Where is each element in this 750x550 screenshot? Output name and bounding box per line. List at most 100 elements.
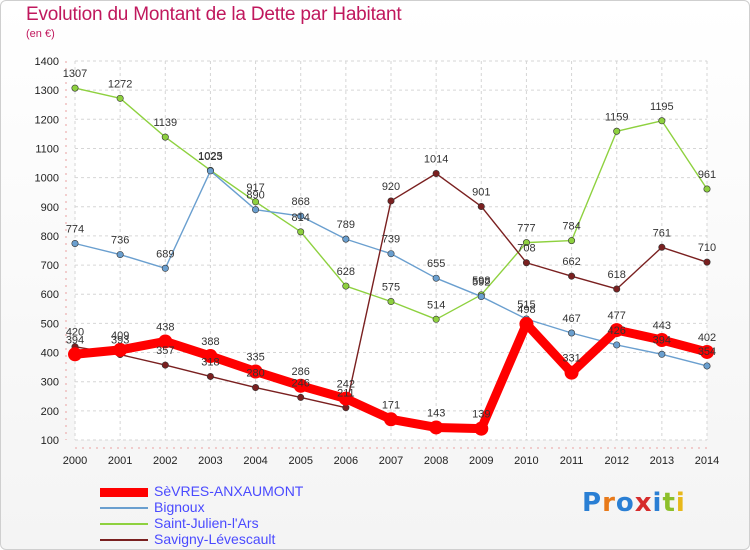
data-point — [522, 239, 530, 247]
data-point — [203, 349, 218, 364]
data-label: 1014 — [424, 154, 448, 166]
data-label: 443 — [653, 320, 671, 332]
data-label: 917 — [246, 182, 264, 194]
x-tick-label: 2000 — [63, 455, 87, 467]
logo-letter: i — [652, 488, 663, 518]
y-tick-label: 1200 — [35, 114, 59, 126]
data-point — [613, 341, 621, 349]
data-label: 1159 — [605, 111, 629, 123]
data-point — [158, 334, 173, 349]
data-point — [387, 298, 395, 306]
data-point — [700, 344, 714, 359]
data-label: 774 — [66, 224, 84, 236]
data-point — [248, 364, 263, 379]
data-point — [252, 384, 260, 392]
data-label: 662 — [562, 256, 580, 268]
data-label: 402 — [698, 332, 716, 344]
y-tick-label: 700 — [41, 260, 59, 272]
data-label: 777 — [517, 223, 535, 235]
x-tick-label: 2007 — [379, 455, 403, 467]
data-point — [297, 393, 305, 401]
data-label: 514 — [427, 299, 445, 311]
y-tick-label: 200 — [41, 406, 59, 418]
data-label: 394 — [66, 334, 84, 346]
data-label: 1307 — [63, 68, 87, 80]
data-point — [613, 127, 621, 135]
y-tick-label: 1400 — [35, 56, 59, 68]
x-tick-label: 2014 — [695, 455, 719, 467]
data-label: 618 — [608, 269, 626, 281]
data-point — [568, 329, 576, 337]
x-tick-label: 2008 — [424, 455, 448, 467]
x-tick-label: 2013 — [650, 455, 674, 467]
x-tick-label: 2001 — [108, 455, 132, 467]
data-point — [519, 316, 534, 331]
data-point — [71, 84, 79, 92]
data-point — [297, 212, 305, 220]
data-label: 467 — [562, 313, 580, 325]
y-tick-label: 800 — [41, 231, 59, 243]
x-tick-label: 2010 — [514, 455, 538, 467]
data-point — [477, 202, 485, 210]
data-label: 1023 — [198, 151, 222, 163]
data-label: 426 — [608, 325, 626, 337]
data-label: 1272 — [108, 78, 132, 90]
data-label: 901 — [472, 186, 490, 198]
data-point — [161, 361, 169, 369]
data-label: 318 — [201, 356, 219, 368]
data-point — [116, 94, 124, 102]
data-label: 388 — [201, 336, 219, 348]
data-point — [703, 185, 711, 193]
data-point — [432, 274, 440, 282]
data-label: 814 — [292, 212, 310, 224]
x-tick-label: 2011 — [560, 455, 584, 467]
data-label: 331 — [562, 353, 580, 365]
data-label: 515 — [517, 299, 535, 311]
legend-swatch-sevres — [100, 488, 148, 497]
data-point — [432, 170, 440, 178]
data-label: 211 — [337, 388, 355, 400]
data-point — [474, 421, 489, 436]
data-point — [658, 350, 666, 358]
data-label: 171 — [382, 399, 400, 411]
data-point — [206, 167, 214, 175]
data-label: 1195 — [650, 101, 674, 113]
data-label: 335 — [246, 351, 264, 363]
y-tick-label: 600 — [41, 289, 59, 301]
data-label: 739 — [382, 234, 400, 246]
data-label: 628 — [337, 266, 355, 278]
data-label: 438 — [156, 321, 174, 333]
data-label: 736 — [111, 235, 129, 247]
data-point — [252, 198, 260, 206]
data-label: 393 — [111, 335, 129, 347]
data-label: 1025 — [198, 150, 222, 162]
data-point — [658, 243, 666, 251]
data-point — [252, 206, 260, 214]
x-tick-label: 2009 — [469, 455, 493, 467]
y-tick-label: 1000 — [35, 173, 59, 185]
data-point — [116, 251, 124, 259]
data-label: 961 — [698, 169, 716, 181]
legend-swatch-saint-julien — [100, 523, 148, 525]
data-label: 575 — [382, 282, 400, 294]
data-point — [338, 391, 353, 406]
data-label: 242 — [337, 379, 355, 391]
data-point — [522, 259, 530, 267]
data-label: 655 — [427, 258, 445, 270]
data-label: 890 — [246, 190, 264, 202]
legend-label-saint-julien: Saint-Julien-l'Ars — [154, 515, 259, 531]
data-point — [568, 237, 576, 245]
data-point — [609, 323, 624, 338]
data-point — [429, 420, 444, 435]
data-point — [654, 333, 669, 348]
data-label: 708 — [517, 243, 535, 255]
data-label: 789 — [337, 219, 355, 231]
data-point — [113, 342, 128, 357]
data-point — [564, 365, 579, 380]
data-label: 143 — [427, 407, 445, 419]
data-label: 710 — [698, 242, 716, 254]
data-label: 394 — [653, 334, 671, 346]
logo-letter: x — [634, 488, 653, 518]
data-point — [703, 362, 711, 370]
